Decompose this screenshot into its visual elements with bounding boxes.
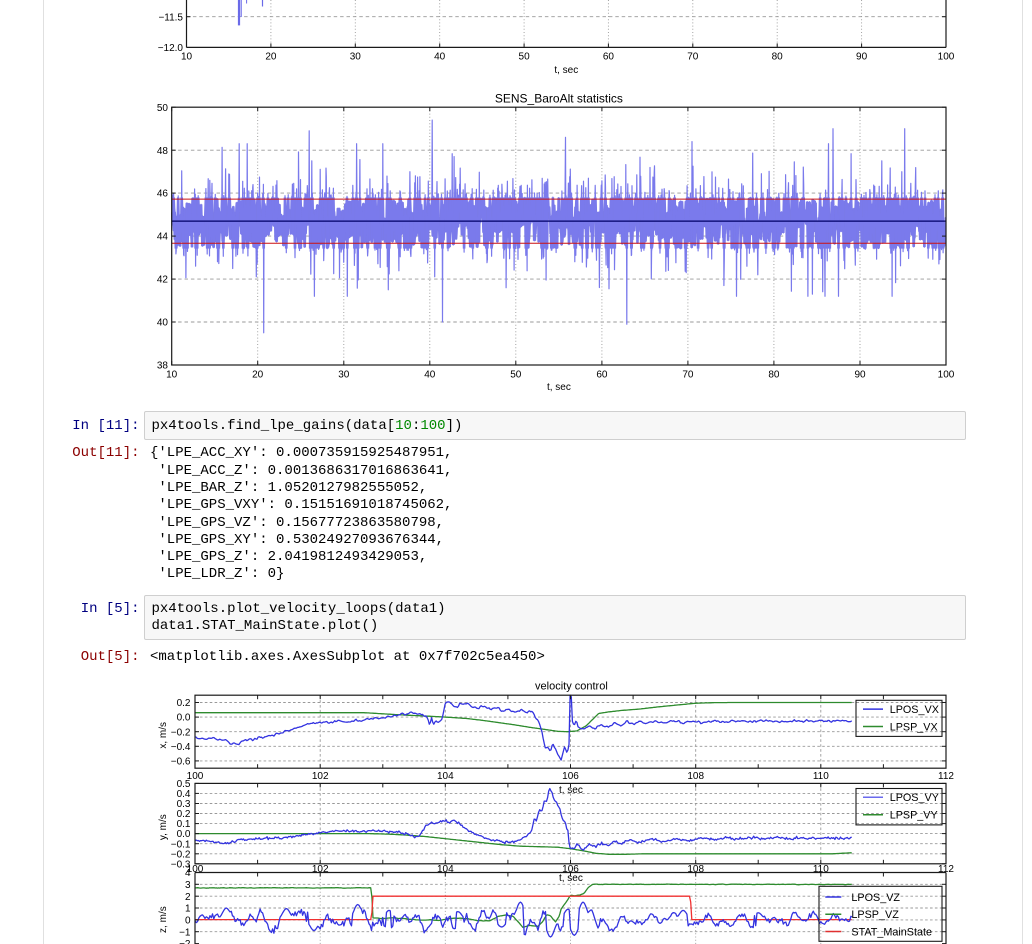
svg-text:42: 42 [157, 275, 169, 286]
svg-text:100: 100 [187, 864, 204, 875]
svg-text:102: 102 [312, 864, 329, 875]
svg-text:2: 2 [185, 892, 191, 903]
svg-text:−0.2: −0.2 [171, 727, 191, 738]
svg-text:−0.2: −0.2 [171, 849, 191, 860]
svg-text:4: 4 [185, 868, 191, 879]
svg-text:20: 20 [265, 52, 277, 63]
svg-text:LPSP_VY: LPSP_VY [890, 810, 938, 822]
svg-text:−0.3: −0.3 [171, 859, 191, 870]
svg-text:−11.5: −11.5 [158, 12, 183, 23]
svg-text:40: 40 [424, 369, 436, 380]
svg-text:108: 108 [687, 864, 704, 875]
svg-text:t, sec: t, sec [554, 65, 578, 76]
svg-text:−1: −1 [179, 927, 191, 938]
svg-text:0.0: 0.0 [177, 829, 191, 840]
svg-text:0.1: 0.1 [177, 819, 191, 830]
svg-text:−0.4: −0.4 [171, 742, 191, 753]
svg-text:t, sec: t, sec [559, 873, 583, 884]
svg-text:80: 80 [768, 369, 780, 380]
svg-text:STAT_MainState: STAT_MainState [851, 926, 932, 938]
svg-text:−0.6: −0.6 [171, 757, 191, 768]
svg-text:80: 80 [772, 52, 784, 63]
svg-text:20: 20 [252, 369, 264, 380]
svg-text:LPOS_VX: LPOS_VX [890, 704, 939, 716]
svg-text:110: 110 [813, 771, 829, 782]
svg-text:1: 1 [185, 904, 191, 915]
svg-text:104: 104 [437, 864, 454, 875]
svg-text:velocity control: velocity control [535, 681, 608, 693]
svg-text:50: 50 [157, 103, 169, 114]
svg-text:LPOS_VY: LPOS_VY [890, 792, 939, 804]
svg-text:70: 70 [682, 369, 694, 380]
svg-text:50: 50 [519, 52, 531, 63]
svg-text:106: 106 [562, 864, 579, 875]
svg-text:y, m/s: y, m/s [158, 814, 169, 840]
svg-text:0.5: 0.5 [177, 779, 191, 790]
svg-text:100: 100 [187, 771, 204, 782]
svg-text:40: 40 [157, 318, 169, 329]
svg-text:102: 102 [312, 771, 329, 782]
svg-text:108: 108 [687, 771, 704, 782]
svg-text:70: 70 [687, 52, 699, 63]
svg-text:−2: −2 [179, 939, 191, 944]
svg-text:−0.1: −0.1 [171, 839, 191, 850]
svg-text:10: 10 [166, 369, 178, 380]
svg-text:60: 60 [603, 52, 615, 63]
svg-text:100: 100 [938, 369, 955, 380]
svg-text:z, m/s: z, m/s [158, 906, 169, 933]
svg-text:48: 48 [157, 146, 169, 157]
svg-text:90: 90 [854, 369, 866, 380]
svg-text:60: 60 [596, 369, 608, 380]
svg-text:0: 0 [185, 916, 191, 927]
svg-text:t, sec: t, sec [547, 382, 571, 393]
svg-text:106: 106 [562, 771, 579, 782]
svg-text:112: 112 [938, 864, 954, 875]
svg-text:112: 112 [938, 771, 954, 782]
svg-text:LPSP_VZ: LPSP_VZ [851, 909, 899, 921]
svg-text:0.2: 0.2 [177, 698, 191, 709]
svg-text:10: 10 [181, 52, 193, 63]
svg-text:50: 50 [510, 369, 522, 380]
svg-text:104: 104 [437, 771, 454, 782]
svg-text:−12.0: −12.0 [158, 43, 184, 54]
svg-text:110: 110 [813, 864, 829, 875]
svg-text:90: 90 [856, 52, 868, 63]
svg-text:LPSP_VX: LPSP_VX [890, 721, 938, 733]
svg-text:38: 38 [157, 361, 169, 372]
svg-text:LPOS_VZ: LPOS_VZ [851, 892, 900, 904]
svg-text:0.4: 0.4 [177, 789, 191, 800]
svg-text:46: 46 [157, 189, 169, 200]
svg-text:30: 30 [350, 52, 362, 63]
svg-text:100: 100 [938, 52, 955, 63]
svg-text:SENS_BaroAlt statistics: SENS_BaroAlt statistics [495, 92, 623, 106]
svg-text:x, m/s: x, m/s [158, 722, 169, 749]
svg-text:0.0: 0.0 [177, 713, 191, 724]
svg-text:3: 3 [185, 880, 191, 891]
svg-text:30: 30 [338, 369, 350, 380]
svg-text:40: 40 [434, 52, 446, 63]
svg-text:44: 44 [157, 232, 169, 243]
svg-text:0.3: 0.3 [177, 799, 191, 810]
svg-text:0.2: 0.2 [177, 809, 191, 820]
